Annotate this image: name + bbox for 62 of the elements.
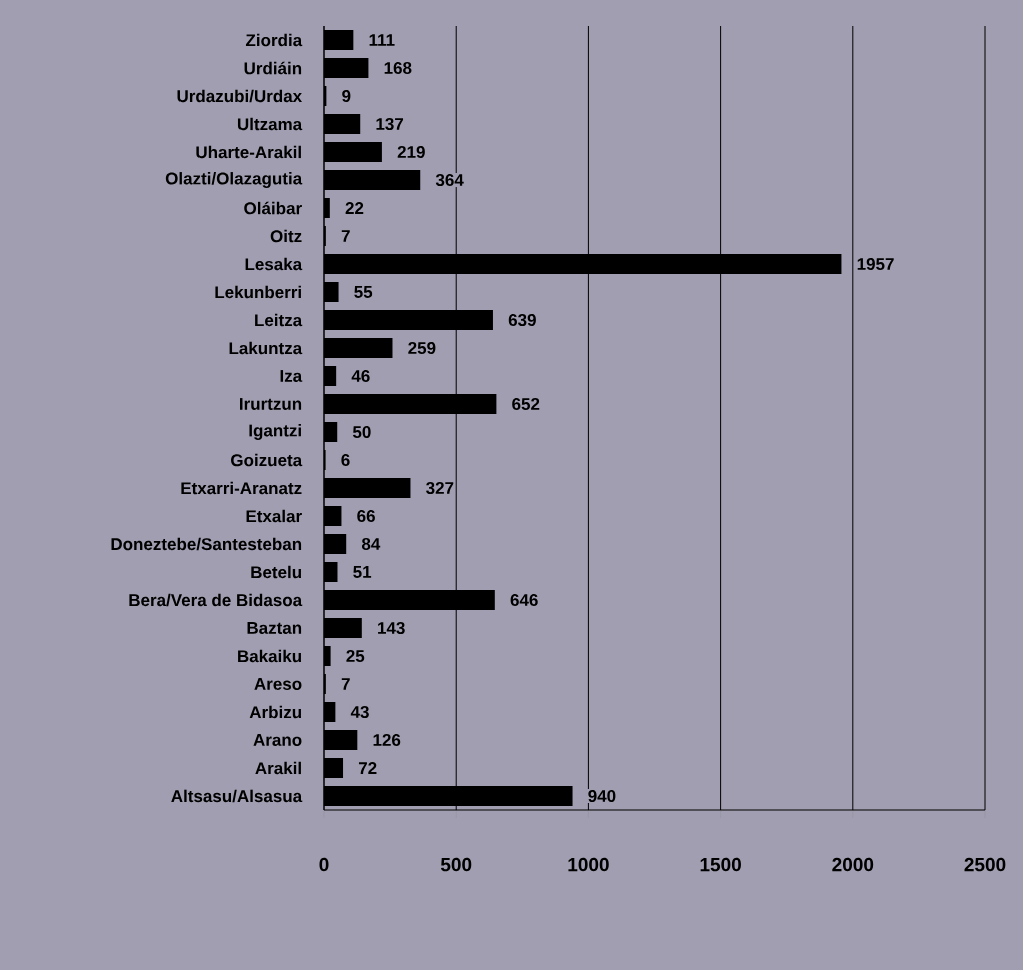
- y-tick-label: Urdiáin: [244, 61, 302, 75]
- y-tick-label: Arbizu: [249, 705, 302, 719]
- x-tick-label: 1000: [568, 857, 609, 872]
- data-label: 143: [378, 621, 405, 635]
- y-tick-label: Arano: [253, 734, 302, 746]
- data-label: 51: [353, 566, 372, 578]
- data-label: 126: [373, 733, 401, 747]
- data-label: 259: [408, 341, 436, 355]
- data-label: 25: [346, 649, 365, 663]
- data-label: 50: [352, 425, 371, 439]
- y-tick-label: Betelu: [251, 565, 302, 579]
- data-label: 327: [426, 481, 454, 495]
- data-label: 646: [510, 593, 538, 607]
- y-tick-label: Altsasu/Alsasua: [171, 789, 303, 803]
- data-label: 66: [357, 509, 375, 523]
- y-tick-label: Ziordia: [245, 33, 303, 47]
- y-tick-label: Urdazubi/Urdax: [177, 89, 303, 103]
- y-tick-label: Arakil: [255, 761, 301, 775]
- data-label: 940: [588, 789, 616, 803]
- data-label: 72: [358, 762, 377, 774]
- data-label: 652: [512, 397, 540, 411]
- x-tick-label: 2500: [964, 857, 1006, 872]
- y-tick-label: Bakaiku: [238, 649, 302, 663]
- y-tick-label: Lekunberri: [215, 285, 301, 299]
- y-tick-label: Igantzi: [249, 424, 301, 440]
- y-tick-label: Irurtzun: [240, 398, 302, 410]
- data-label: 55: [354, 286, 373, 298]
- y-tick-label: Leitza: [255, 313, 303, 327]
- data-label: 219: [397, 145, 425, 159]
- data-label: 7: [341, 678, 350, 690]
- data-label: 43: [350, 705, 369, 719]
- y-tick-label: Uharte-Arakil: [196, 145, 301, 159]
- y-tick-label: Olazti/Olazagutia: [165, 172, 303, 188]
- y-tick-label: Doneztebe/Santesteban: [111, 537, 302, 551]
- y-tick-label: Lakuntza: [229, 341, 303, 355]
- y-tick-label: Oitz: [270, 229, 302, 243]
- x-tick-label: 1500: [700, 857, 741, 872]
- data-label: 137: [376, 117, 404, 131]
- data-label: 9: [342, 89, 351, 103]
- y-tick-label: Etxalar: [246, 509, 302, 523]
- data-label: 111: [369, 34, 395, 46]
- y-tick-label: Etxarri-Aranatz: [181, 481, 302, 495]
- x-tick-label: 2000: [832, 857, 874, 872]
- x-tick-label: 0: [319, 857, 329, 872]
- data-label: 22: [345, 202, 364, 214]
- data-label: 6: [341, 453, 350, 467]
- data-label: 168: [384, 61, 412, 75]
- data-label: 7: [341, 230, 350, 242]
- y-tick-label: Lesaka: [245, 257, 303, 271]
- data-label: 46: [351, 369, 370, 383]
- data-label: 1957: [857, 257, 894, 271]
- y-tick-label: Baztan: [247, 622, 302, 634]
- y-tick-label: Ultzama: [237, 117, 303, 131]
- data-label: 639: [508, 313, 536, 327]
- data-label: 364: [435, 173, 464, 187]
- y-tick-label: Areso: [254, 678, 302, 690]
- data-label: 84: [361, 537, 381, 551]
- y-tick-label: Goizueta: [231, 453, 303, 467]
- y-tick-label: Bera/Vera de Bidasoa: [129, 593, 303, 607]
- y-tick-label: Oláibar: [244, 201, 302, 215]
- y-tick-label: Iza: [280, 370, 303, 382]
- x-tick-label: 500: [440, 857, 472, 872]
